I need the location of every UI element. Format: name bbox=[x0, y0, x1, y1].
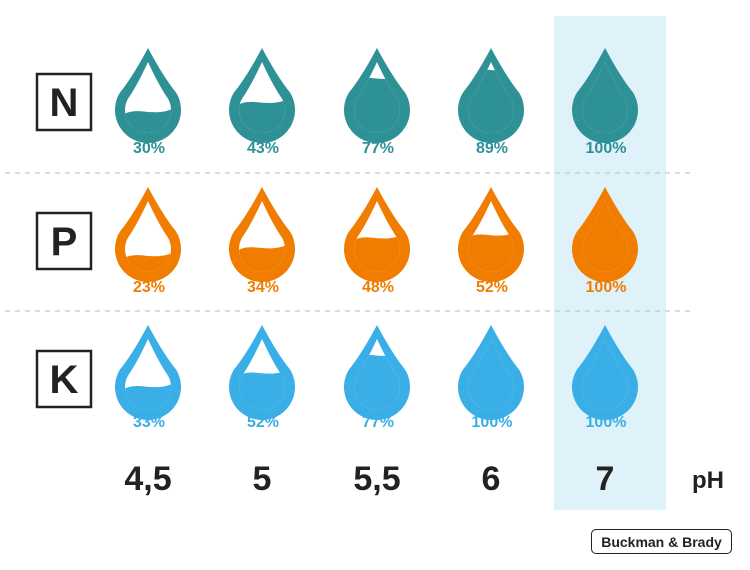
percent-label: 100% bbox=[586, 279, 627, 296]
drop-fill bbox=[125, 108, 172, 133]
percent-label: 100% bbox=[472, 414, 513, 431]
percent-label: 48% bbox=[362, 279, 394, 296]
drop-fill bbox=[468, 66, 515, 133]
drop-fill bbox=[125, 383, 171, 410]
drop-fill bbox=[239, 99, 285, 133]
drop-mark bbox=[229, 187, 296, 282]
percent-label: 100% bbox=[586, 414, 627, 431]
drop-mark bbox=[572, 325, 639, 421]
percent-label: 43% bbox=[247, 140, 279, 157]
ph-value-label: 5 bbox=[253, 460, 272, 498]
drop-mark bbox=[229, 325, 296, 421]
percent-label: 77% bbox=[362, 414, 394, 431]
ph-value-label: 6 bbox=[482, 460, 501, 498]
drop-mark bbox=[344, 325, 410, 421]
drop-fill bbox=[239, 244, 285, 272]
drop-mark bbox=[458, 187, 524, 282]
ph-axis-label: pH bbox=[692, 467, 724, 494]
percent-label: 52% bbox=[476, 279, 508, 296]
drop-mark bbox=[344, 187, 410, 282]
drop-mark bbox=[457, 325, 524, 421]
drop-fill bbox=[354, 75, 400, 133]
percent-label: 77% bbox=[362, 140, 394, 157]
ph-value-label: 7 bbox=[596, 460, 615, 498]
drop-fill bbox=[467, 339, 514, 411]
percent-label: 100% bbox=[586, 140, 627, 157]
drop-mark bbox=[115, 325, 182, 421]
drop-fill bbox=[354, 352, 400, 410]
drop-mark bbox=[458, 48, 524, 143]
nutrient-label: P bbox=[51, 220, 78, 264]
ph-value-label: 5,5 bbox=[353, 460, 400, 498]
percent-label: 33% bbox=[133, 414, 165, 431]
percent-label: 89% bbox=[476, 140, 508, 157]
drop-fill bbox=[354, 234, 400, 272]
drop-mark bbox=[344, 48, 410, 143]
drop-mark bbox=[572, 187, 638, 282]
drop-fill bbox=[239, 370, 285, 410]
drop-mark bbox=[115, 187, 182, 282]
nutrient-label: K bbox=[50, 358, 79, 402]
percent-label: 23% bbox=[133, 279, 165, 296]
drop-inner bbox=[124, 201, 171, 273]
credit-badge: Buckman & Brady bbox=[591, 529, 732, 554]
nutrient-label-box bbox=[35, 72, 93, 132]
drop-fill bbox=[468, 232, 515, 273]
nutrient-label-box bbox=[35, 349, 93, 409]
drop-mark bbox=[229, 48, 296, 144]
percent-label: 34% bbox=[247, 279, 279, 296]
drop-mark bbox=[572, 48, 638, 143]
ph-value-label: 4,5 bbox=[124, 460, 171, 498]
drop-mark bbox=[115, 48, 182, 143]
nutrient-label-box bbox=[35, 211, 93, 271]
nutrient-label: N bbox=[50, 81, 79, 125]
percent-label: 52% bbox=[247, 414, 279, 431]
percent-label: 30% bbox=[133, 140, 165, 157]
